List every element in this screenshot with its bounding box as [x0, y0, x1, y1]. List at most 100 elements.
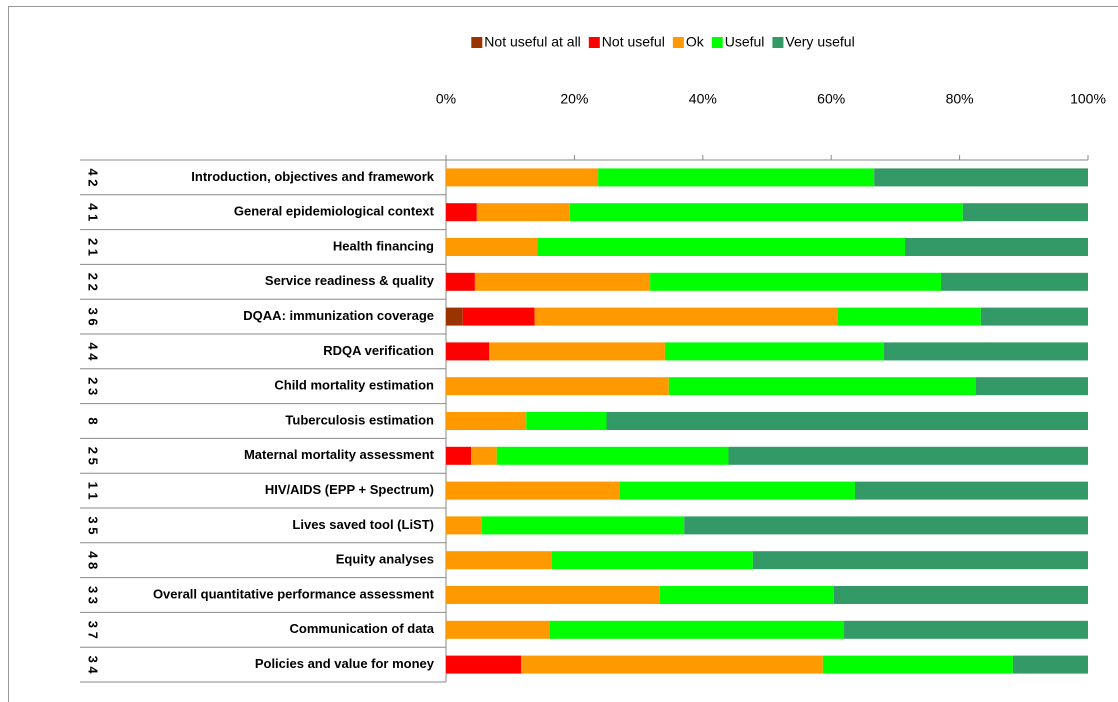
bar-segment — [446, 586, 660, 604]
category-label: General epidemiological context — [234, 204, 435, 219]
row-code: 3 7 — [86, 621, 101, 639]
legend-swatch — [588, 37, 600, 48]
bar-segment — [446, 203, 477, 222]
legend-label: Useful — [725, 34, 765, 50]
bar-segment — [668, 377, 976, 396]
bar-segment — [446, 551, 552, 570]
bar-segment — [619, 481, 855, 500]
bar-segment — [534, 307, 838, 326]
bar-segment — [446, 168, 599, 187]
bar-segment — [822, 655, 1013, 674]
legend-label: Not useful at all — [484, 34, 581, 50]
bar-segment — [476, 203, 570, 222]
row-code: 2 3 — [86, 377, 101, 395]
category-label: Maternal mortality assessment — [244, 447, 435, 462]
bar-segment — [844, 620, 1088, 639]
row-code: 3 5 — [86, 516, 101, 534]
bar-segment — [481, 516, 685, 535]
bar-segment — [446, 481, 620, 500]
bar-segment — [650, 272, 941, 291]
bar-segment — [551, 551, 753, 570]
legend-swatch — [711, 37, 723, 48]
bar-segment — [550, 620, 845, 639]
bar-segment — [462, 307, 535, 326]
bar-segment — [489, 342, 665, 361]
bar-segment — [940, 272, 1088, 291]
row-code: 1 1 — [86, 482, 101, 500]
category-label: Health financing — [333, 238, 434, 253]
row-code: 4 4 — [86, 342, 101, 361]
chart-frame — [8, 6, 1118, 702]
bar-segment — [537, 238, 906, 256]
row-code: 8 — [86, 417, 101, 424]
bar-segment — [833, 586, 1088, 604]
category-label: Policies and value for money — [255, 656, 435, 671]
x-tick-label: 100% — [1070, 91, 1106, 107]
bar-segment — [521, 655, 823, 674]
bar-segment — [471, 446, 497, 465]
row-code: 3 3 — [86, 586, 101, 604]
category-label: Lives saved tool (LiST) — [292, 517, 434, 532]
bar-segment — [446, 377, 669, 396]
bar-segment — [854, 481, 1088, 500]
legend-label: Not useful — [602, 34, 665, 50]
bar-segment — [606, 412, 1088, 430]
row-code: 2 1 — [86, 238, 101, 256]
bar-segment — [446, 238, 538, 256]
bar-segment — [446, 516, 482, 535]
category-label: Equity analyses — [336, 552, 434, 567]
x-tick-label: 20% — [560, 91, 588, 107]
bar-segment — [446, 620, 551, 639]
category-label: Service readiness & quality — [265, 273, 435, 288]
legend-label: Very useful — [785, 34, 854, 50]
bar-segment — [728, 446, 1088, 465]
legend-swatch — [471, 37, 483, 48]
x-tick-label: 80% — [946, 91, 974, 107]
category-label: Child mortality estimation — [274, 378, 434, 393]
bar-segment — [905, 238, 1088, 256]
bar-segment — [883, 342, 1088, 361]
bar-segment — [980, 307, 1088, 326]
bar-segment — [446, 412, 527, 430]
bar-segment — [446, 342, 490, 361]
row-code: 3 4 — [86, 656, 101, 675]
x-tick-label: 40% — [689, 91, 717, 107]
bar-segment — [664, 342, 884, 361]
bar-segment — [975, 377, 1088, 396]
legend-swatch — [772, 37, 784, 48]
category-label: RDQA verification — [323, 343, 434, 358]
category-label: Introduction, objectives and framework — [191, 169, 434, 184]
x-tick-label: 0% — [436, 91, 456, 107]
row-code: 2 5 — [86, 447, 101, 465]
bar-segment — [962, 203, 1088, 222]
bar-segment — [474, 272, 651, 291]
legend-swatch — [672, 37, 684, 48]
bar-segment — [837, 307, 981, 326]
bar-segment — [526, 412, 607, 430]
bar-segment — [684, 516, 1088, 535]
row-code: 3 6 — [86, 308, 101, 326]
bar-segment — [659, 586, 834, 604]
bar-segment — [446, 655, 522, 674]
bar-segment — [1012, 655, 1088, 674]
bar-segment — [874, 168, 1088, 187]
bar-segment — [446, 272, 475, 291]
row-code: 4 2 — [86, 168, 101, 186]
bar-segment — [752, 551, 1088, 570]
bar-segment — [446, 307, 463, 326]
row-code: 4 1 — [86, 203, 101, 221]
row-code: 2 2 — [86, 273, 101, 291]
bar-segment — [598, 168, 875, 187]
category-label: HIV/AIDS (EPP + Spectrum) — [265, 482, 434, 497]
category-label: Tuberculosis estimation — [285, 412, 434, 427]
legend-label: Ok — [686, 34, 705, 50]
row-code: 4 8 — [86, 551, 101, 569]
x-tick-label: 60% — [817, 91, 845, 107]
category-label: Communication of data — [290, 621, 435, 636]
bar-segment — [569, 203, 963, 222]
category-label: DQAA: immunization coverage — [243, 308, 434, 323]
category-label: Overall quantitative performance assessm… — [153, 586, 435, 601]
bar-segment — [496, 446, 729, 465]
bar-segment — [446, 446, 472, 465]
